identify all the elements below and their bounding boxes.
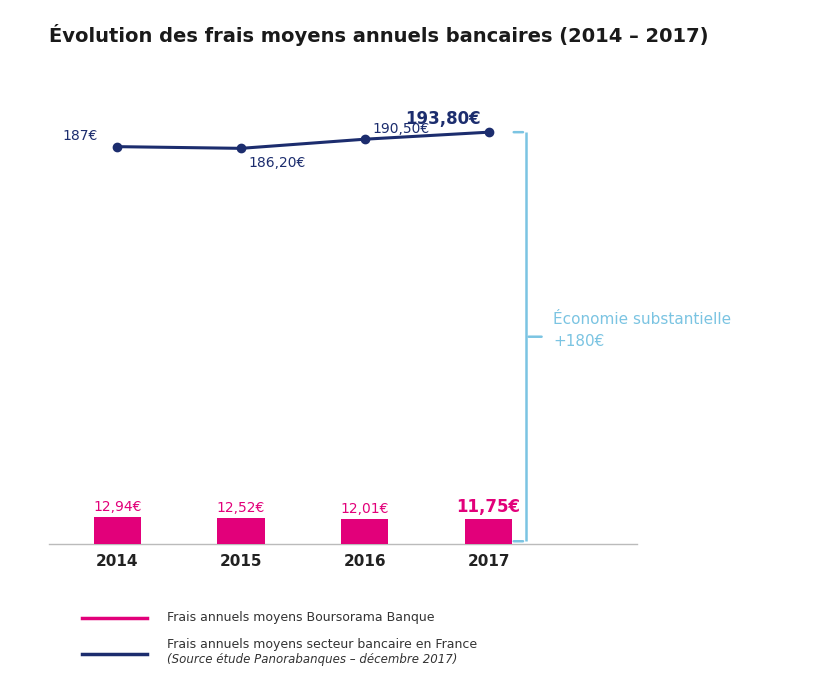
Bar [465,519,512,544]
Bar [342,519,388,544]
Text: 12,01€: 12,01€ [341,502,389,516]
Text: 187€: 187€ [62,129,97,144]
Text: 186,20€: 186,20€ [248,156,306,170]
Text: Économie substantielle
+180€: Économie substantielle +180€ [553,312,731,349]
Text: 12,94€: 12,94€ [93,500,141,514]
Text: 190,50€: 190,50€ [373,122,430,136]
Text: Évolution des frais moyens annuels bancaires (2014 – 2017): Évolution des frais moyens annuels banca… [49,24,708,47]
Bar [94,517,141,544]
Text: Frais annuels moyens secteur bancaire en France: Frais annuels moyens secteur bancaire en… [167,639,478,651]
Text: Frais annuels moyens Boursorama Banque: Frais annuels moyens Boursorama Banque [167,611,435,624]
Bar [217,518,265,544]
Text: (Source étude Panorabanques – décembre 2017): (Source étude Panorabanques – décembre 2… [167,653,458,666]
Text: 193,80€: 193,80€ [405,110,481,128]
Text: 11,75€: 11,75€ [457,498,520,517]
Text: 12,52€: 12,52€ [217,500,265,514]
